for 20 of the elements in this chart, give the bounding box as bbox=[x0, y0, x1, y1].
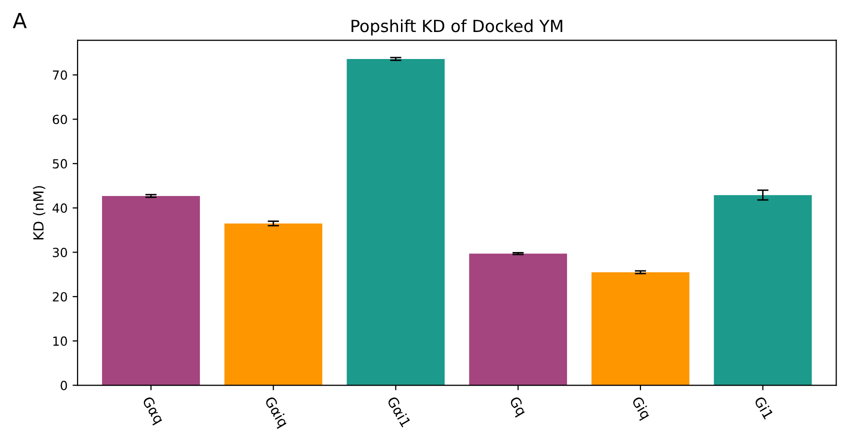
y-tick-label: 70 bbox=[52, 70, 68, 80]
x-tick-label: Giq bbox=[629, 396, 652, 421]
y-tick-label: 0 bbox=[60, 380, 68, 390]
x-tick-label: Gi1 bbox=[754, 396, 774, 420]
y-tick-label: 40 bbox=[52, 203, 68, 213]
y-axis-title: KD (nM) bbox=[32, 186, 46, 240]
bar bbox=[102, 196, 200, 386]
x-tick-label: Gq bbox=[506, 396, 528, 418]
bar bbox=[224, 223, 322, 386]
y-tick-label: 50 bbox=[52, 159, 68, 169]
y-tick-label: 20 bbox=[52, 292, 68, 302]
y-tick-label: 10 bbox=[53, 336, 68, 346]
bar bbox=[714, 195, 812, 386]
bar bbox=[592, 272, 690, 386]
y-tick-label: 60 bbox=[52, 114, 68, 124]
chart-title: Popshift KD of Docked YM bbox=[352, 19, 562, 36]
bar bbox=[469, 254, 568, 386]
y-tick-label: 30 bbox=[52, 248, 68, 258]
text: A bbox=[12, 12, 27, 28]
bar bbox=[346, 58, 445, 386]
